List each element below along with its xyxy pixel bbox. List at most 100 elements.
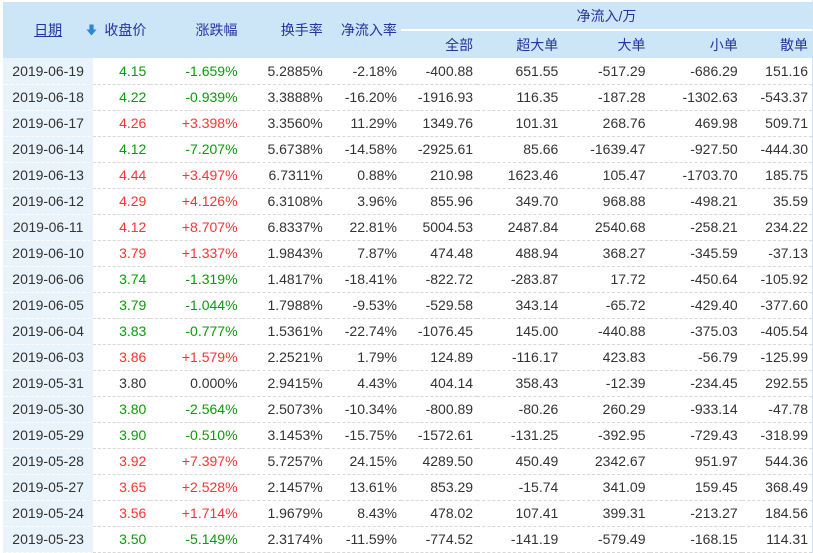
net-inflow-small-cell: -729.43: [649, 422, 742, 449]
turnover-cell: 1.5361%: [241, 318, 327, 345]
net-inflow-super-large-cell: 358.43: [477, 370, 563, 397]
turnover-cell: 5.7257%: [241, 448, 327, 475]
sort-descending-icon[interactable]: [85, 24, 98, 37]
net-inflow-retail-cell: -47.78: [741, 396, 812, 423]
date-cell: 2019-06-17: [3, 110, 94, 137]
date-cell: 2019-06-13: [3, 162, 94, 189]
net-inflow-retail-cell: -318.99: [741, 422, 812, 449]
change-cell: +2.528%: [150, 474, 242, 501]
inflow-rate-cell: -9.53%: [326, 292, 401, 319]
net-inflow-large-cell: -517.29: [562, 58, 650, 85]
close-cell: 3.83: [93, 318, 151, 345]
net-inflow-super-large-cell: -283.87: [477, 266, 563, 293]
net-inflow-all-cell: 5004.53: [400, 214, 478, 241]
inflow-rate-cell: -2.18%: [326, 58, 401, 85]
change-cell: +4.126%: [150, 188, 242, 215]
inflow-rate-cell: 11.29%: [326, 110, 401, 137]
net-inflow-super-large-cell: 651.55: [477, 58, 563, 85]
close-cell: 3.56: [93, 500, 151, 527]
close-cell: 4.26: [93, 110, 151, 137]
turnover-cell: 1.7988%: [241, 292, 327, 319]
column-header-date[interactable]: 日期: [3, 2, 97, 58]
close-cell: 3.86: [93, 344, 151, 371]
net-inflow-retail-cell: 184.56: [741, 500, 812, 527]
net-inflow-small-cell: -927.50: [649, 136, 742, 163]
net-inflow-small-cell: 159.45: [649, 474, 742, 501]
date-cell: 2019-05-30: [3, 396, 94, 423]
close-cell: 3.74: [93, 266, 151, 293]
inflow-rate-cell: 13.61%: [326, 474, 401, 501]
net-inflow-small-cell: 469.98: [649, 110, 742, 137]
net-inflow-small-cell: 951.97: [649, 448, 742, 475]
date-cell: 2019-06-10: [3, 240, 94, 267]
turnover-cell: 3.3888%: [241, 84, 327, 111]
net-inflow-super-large-cell: 488.94: [477, 240, 563, 267]
change-cell: -1.659%: [150, 58, 242, 85]
net-inflow-all-cell: 1349.76: [400, 110, 478, 137]
net-inflow-large-cell: 105.47: [562, 162, 650, 189]
turnover-cell: 3.3560%: [241, 110, 327, 137]
net-inflow-super-large-cell: 2487.84: [477, 214, 563, 241]
table-row: 2019-06-06 3.74 -1.319% 1.4817% -18.41% -822.…: [3, 266, 812, 293]
net-inflow-retail-cell: -377.60: [741, 292, 812, 319]
inflow-rate-cell: 7.87%: [326, 240, 401, 267]
net-inflow-super-large-cell: 107.41: [477, 500, 563, 527]
date-cell: 2019-06-05: [3, 292, 94, 319]
net-inflow-large-cell: -65.72: [562, 292, 650, 319]
change-cell: -7.207%: [150, 136, 242, 163]
close-cell: 3.92: [93, 448, 151, 475]
column-header-large: 大单: [562, 30, 650, 58]
column-header-change: 涨跌幅: [150, 2, 242, 58]
date-cell: 2019-05-23: [3, 526, 94, 553]
table-row: 2019-05-23 3.50 -5.149% 2.3174% -11.59% -774.…: [3, 526, 812, 553]
change-cell: 0.000%: [150, 370, 242, 397]
inflow-rate-cell: 8.43%: [326, 500, 401, 527]
inflow-rate-cell: 3.96%: [326, 188, 401, 215]
inflow-rate-cell: 4.43%: [326, 370, 401, 397]
column-header-super-large: 超大单: [477, 30, 563, 58]
net-inflow-retail-cell: -444.30: [741, 136, 812, 163]
net-inflow-large-cell: 341.09: [562, 474, 650, 501]
change-cell: +3.497%: [150, 162, 242, 189]
table-row: 2019-06-19 4.15 -1.659% 5.2885% -2.18% -400.8…: [3, 58, 812, 85]
close-cell: 4.22: [93, 84, 151, 111]
net-inflow-small-cell: -375.03: [649, 318, 742, 345]
close-cell: 4.44: [93, 162, 151, 189]
net-inflow-small-cell: -1302.63: [649, 84, 742, 111]
net-inflow-all-cell: -400.88: [400, 58, 478, 85]
date-cell: 2019-06-19: [3, 58, 94, 85]
net-inflow-retail-cell: -405.54: [741, 318, 812, 345]
date-cell: 2019-05-27: [3, 474, 94, 501]
close-cell: 4.15: [93, 58, 151, 85]
date-sort-link[interactable]: 日期: [34, 22, 63, 38]
inflow-rate-cell: -18.41%: [326, 266, 401, 293]
net-inflow-small-cell: -258.21: [649, 214, 742, 241]
change-cell: +1.579%: [150, 344, 242, 371]
net-inflow-retail-cell: -37.13: [741, 240, 812, 267]
net-inflow-all-cell: -1572.61: [400, 422, 478, 449]
table-row: 2019-06-10 3.79 +1.337% 1.9843% 7.87% 474.48 4…: [3, 240, 812, 267]
turnover-cell: 5.6738%: [241, 136, 327, 163]
table-row: 2019-05-24 3.56 +1.714% 1.9679% 8.43% 478.02 1…: [3, 500, 812, 527]
change-cell: -1.044%: [150, 292, 242, 319]
inflow-rate-cell: -15.75%: [326, 422, 401, 449]
table-row: 2019-06-14 4.12 -7.207% 5.6738% -14.58% -2925…: [3, 136, 812, 163]
net-inflow-super-large-cell: 85.66: [477, 136, 563, 163]
net-inflow-small-cell: -429.40: [649, 292, 742, 319]
net-inflow-large-cell: 368.27: [562, 240, 650, 267]
turnover-cell: 3.1453%: [241, 422, 327, 449]
column-header-inflow-rate: 净流入率: [326, 2, 401, 58]
net-inflow-large-cell: -579.49: [562, 526, 650, 553]
date-cell: 2019-06-06: [3, 266, 94, 293]
change-cell: +1.714%: [150, 500, 242, 527]
net-inflow-large-cell: 17.72: [562, 266, 650, 293]
net-inflow-small-cell: -686.29: [649, 58, 742, 85]
date-cell: 2019-06-03: [3, 344, 94, 371]
inflow-rate-cell: -16.20%: [326, 84, 401, 111]
table-header: 日期 收盘价 涨跌幅 换手率 净流入率 净流入/万 全部 超大单 大单 小单: [3, 2, 812, 58]
turnover-cell: 1.9843%: [241, 240, 327, 267]
net-inflow-retail-cell: 35.59: [741, 188, 812, 215]
date-cell: 2019-05-24: [3, 500, 94, 527]
date-cell: 2019-05-31: [3, 370, 94, 397]
net-inflow-super-large-cell: 349.70: [477, 188, 563, 215]
